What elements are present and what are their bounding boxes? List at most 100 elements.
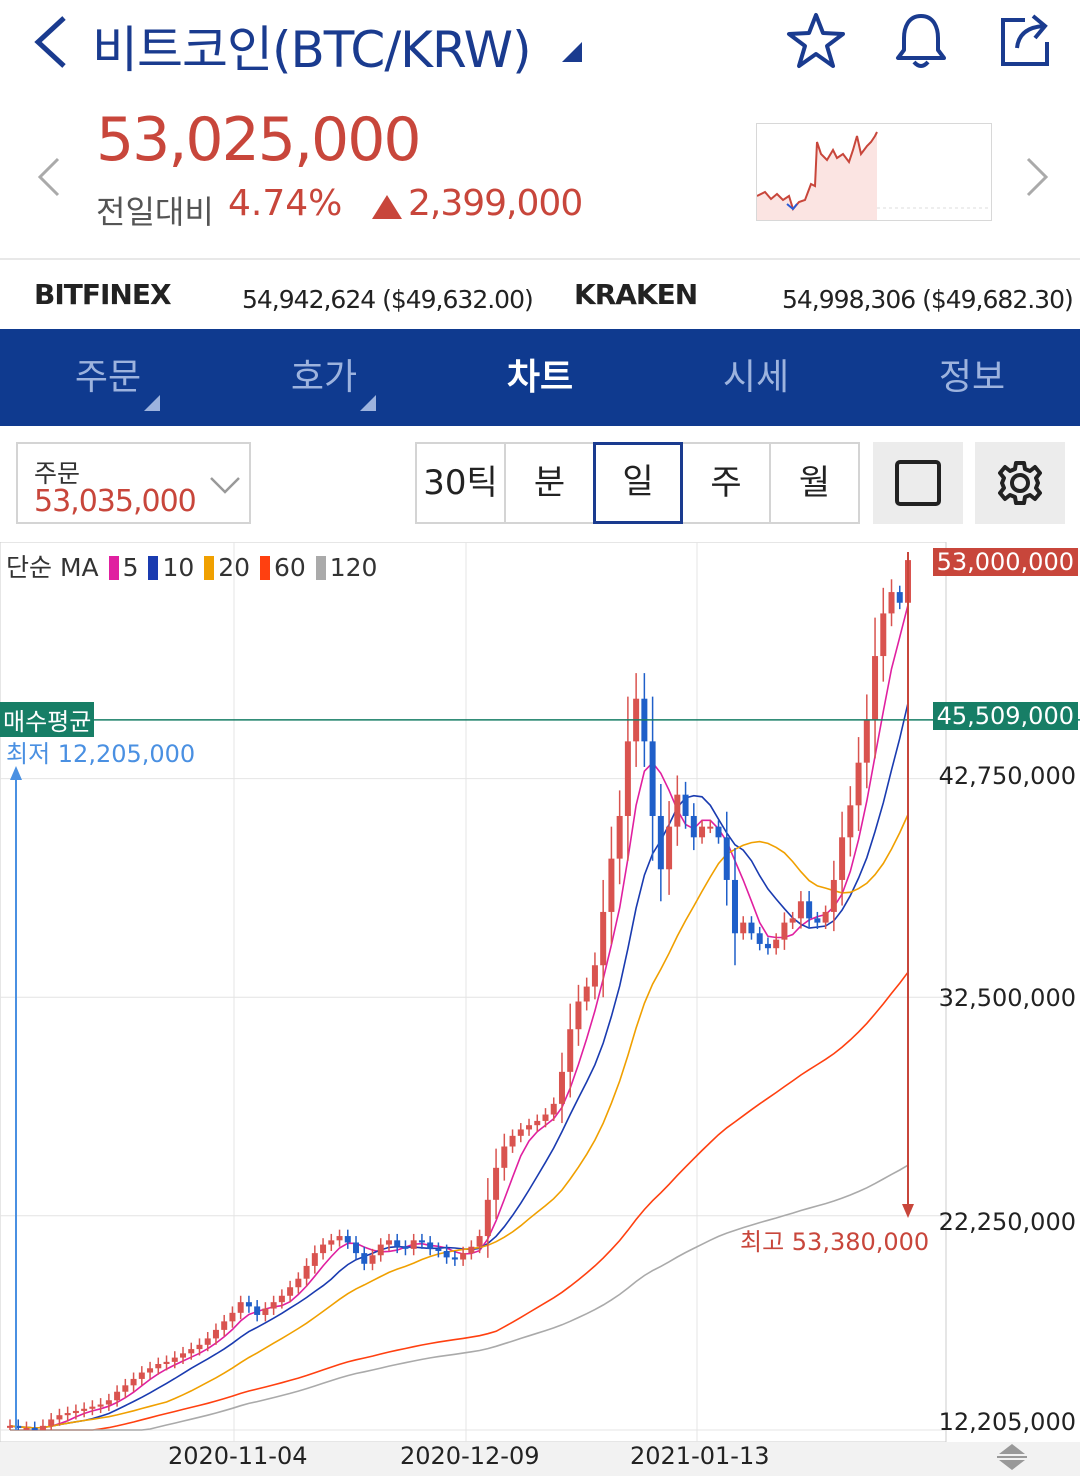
candle-body [460,1253,467,1260]
candle-body [435,1248,442,1251]
candle-body [872,656,879,721]
candle-body [591,965,598,987]
settings-button[interactable] [975,442,1065,524]
star-icon[interactable] [785,10,847,72]
candle-body [451,1257,458,1260]
candle-body [122,1385,129,1392]
candle-body [608,858,615,912]
candle-body [616,815,623,859]
candle-body [303,1265,310,1279]
change-percent: 4.74% [228,183,343,224]
main-tabs: 주문 호가 차트 시세 정보 [0,329,1080,426]
exchange-bitfinex-value: 54,942,624 ($49,632.00) [242,285,534,314]
moving-averages [9,604,909,1431]
candle-body [526,1125,533,1130]
candle-body [138,1372,145,1379]
candlestick-chart[interactable] [0,541,1080,1476]
candle-body [740,922,747,934]
candle-body [468,1246,475,1254]
period-minute[interactable]: 분 [506,444,595,522]
bell-icon[interactable] [890,10,952,72]
back-icon[interactable] [28,12,76,72]
ma20-line [9,814,909,1429]
candle-body [369,1255,376,1264]
exchange-kraken-value: 54,998,306 ($49,682.30) [782,285,1074,314]
period-day[interactable]: 일 [593,442,683,524]
period-30tick[interactable]: 30틱 [417,444,506,522]
tab-menu-icon [360,395,376,411]
price-summary: 53,025,000 전일대비 4.74% 2,399,000 [0,95,1080,260]
period-month[interactable]: 월 [798,463,831,503]
order-label: 주문 [34,459,81,488]
current-price: 53,025,000 [96,105,422,175]
ma20-label: 20 [218,553,251,582]
tab-chart[interactable]: 차트 [506,357,574,398]
candle-body [567,1029,574,1072]
candle-body [7,1425,13,1428]
gear-icon [998,461,1042,505]
ma5-label: 5 [122,553,139,582]
candle-body [402,1246,409,1249]
next-arrow-icon[interactable] [1022,155,1052,199]
candle-body [789,918,796,923]
candle-body [31,1427,38,1431]
page-title[interactable]: 비트코인(BTC/KRW) [92,21,532,79]
ma10-swatch [148,556,159,580]
sparkline-chart[interactable] [756,123,992,221]
candle-body [517,1129,524,1136]
order-dropdown[interactable]: 주문 53,035,000 [16,442,251,524]
ma60-label: 60 [273,553,306,582]
scroll-handle-icon[interactable] [995,1442,1029,1472]
tab-info[interactable]: 정보 [938,357,1006,398]
candle-body [657,815,664,870]
candle-body [377,1244,384,1256]
tab-menu-icon [144,395,160,411]
candle-body [863,720,870,763]
ma-legend: 단순 MA 5 10 20 60 120 [6,548,377,584]
candle-body [147,1368,154,1373]
low-marker-arrow [10,766,22,780]
exchange-kraken: KRAKEN [574,278,698,311]
tab-market[interactable]: 시세 [722,357,790,398]
tab-order[interactable]: 주문 [74,357,142,398]
price-chart[interactable]: 단순 MA 5 10 20 60 120 53,000,000 45,509,0… [0,541,1080,1476]
tab-orderbook[interactable]: 호가 [290,357,358,398]
change-amount: 2,399,000 [408,183,583,224]
candle-body [690,815,697,838]
candle-body [773,939,780,949]
candle-body [344,1236,351,1243]
period-week[interactable]: 주 [683,444,771,522]
candle-body [764,943,771,949]
candle-body [361,1253,368,1264]
candle-body [822,911,829,923]
candle-body [649,741,656,816]
candle-body [204,1338,211,1345]
candle-body [328,1240,335,1245]
candle-body [320,1244,327,1254]
ma120-line [10,1164,909,1431]
candle-body [723,837,730,880]
caret-down-icon[interactable] [560,40,584,64]
candle-body [674,794,681,827]
app-header: 비트코인(BTC/KRW) [0,0,1080,90]
candle-body [583,986,590,1002]
avg-price-label: 매수평균 [0,702,95,737]
prev-arrow-icon[interactable] [34,155,64,199]
candle-body [410,1240,417,1249]
high-marker-arrow [902,1204,914,1218]
candle-body [501,1146,508,1168]
ma20-swatch [204,556,215,580]
candle-body [418,1240,425,1243]
x-tick-label: 2020-11-04 [168,1442,308,1470]
candle-body [534,1120,541,1126]
candle-body [188,1349,195,1354]
fullscreen-button[interactable] [873,442,963,524]
ma10-line [9,702,909,1429]
candle-body [550,1103,557,1115]
ma60-swatch [259,556,270,580]
low-price-label: 최저 12,205,000 [6,740,196,768]
candle-body [287,1287,294,1296]
x-tick-label: 2021-01-13 [630,1442,770,1470]
candle-body [839,837,846,880]
share-icon[interactable] [995,10,1057,72]
